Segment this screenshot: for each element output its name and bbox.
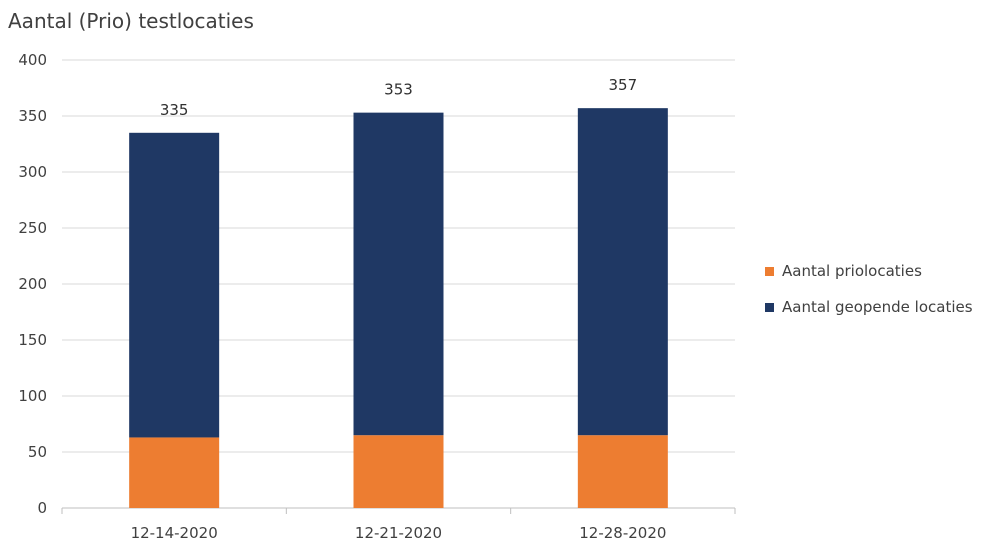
y-axis-ticks: 0 50 100 150 200 250 300 350 400 <box>18 51 47 517</box>
y-tick-label: 350 <box>18 107 47 125</box>
y-tick-label: 250 <box>18 219 47 237</box>
bar-geopende-locaties <box>353 112 444 436</box>
y-tick-label: 50 <box>28 443 47 461</box>
legend-swatch <box>765 303 774 312</box>
total-data-label: 357 <box>609 76 638 94</box>
y-tick-label: 200 <box>18 275 47 293</box>
data-labels: 335 353 357 <box>160 76 637 119</box>
legend-label: Aantal priolocaties <box>782 262 922 280</box>
bar-geopende-locaties <box>129 132 220 438</box>
bar-geopende-locaties <box>577 108 668 436</box>
total-data-label: 353 <box>384 81 413 99</box>
y-tick-label: 400 <box>18 51 47 69</box>
x-axis-ticks: 12-14-2020 12-21-2020 12-28-2020 <box>131 524 667 542</box>
bar-priolocaties <box>129 437 220 508</box>
bars <box>129 108 668 508</box>
bar-priolocaties <box>577 435 668 508</box>
bar-priolocaties <box>353 435 444 508</box>
y-tick-label: 150 <box>18 331 47 349</box>
y-tick-label: 100 <box>18 387 47 405</box>
y-tick-label: 300 <box>18 163 47 181</box>
y-tick-label: 0 <box>37 499 47 517</box>
total-data-label: 335 <box>160 101 189 119</box>
x-tick-label: 12-14-2020 <box>131 524 218 542</box>
legend-swatch <box>765 267 774 276</box>
legend: Aantal priolocaties Aantal geopende locat… <box>765 262 973 316</box>
chart-title: Aantal (Prio) testlocaties <box>8 9 254 33</box>
x-tick-label: 12-21-2020 <box>355 524 442 542</box>
x-tick-label: 12-28-2020 <box>579 524 666 542</box>
legend-label: Aantal geopende locaties <box>782 298 973 316</box>
